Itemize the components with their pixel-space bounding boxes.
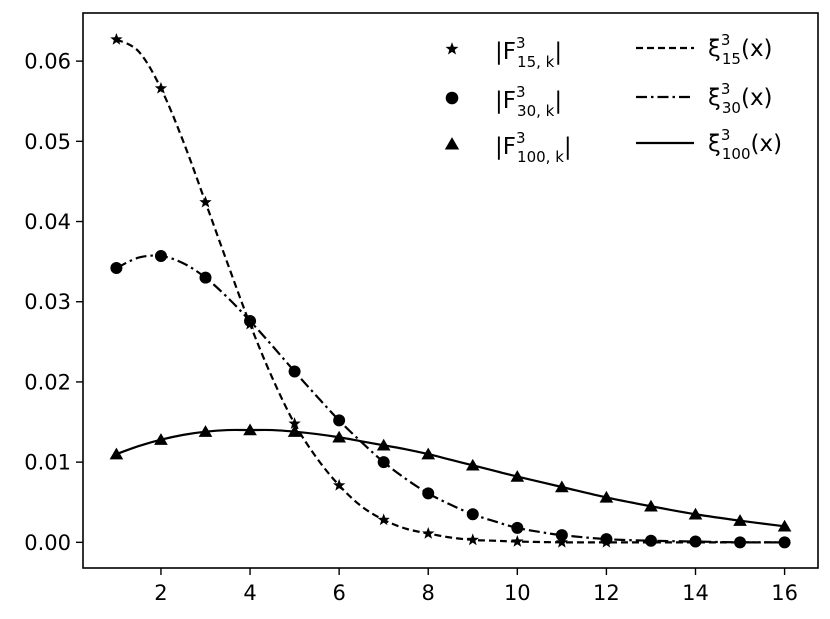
marker-f15k-point-7 <box>377 513 390 526</box>
marker-f15k-point-1 <box>110 32 123 45</box>
y-axis: 0.00 0.01 0.02 0.03 0.04 0.05 0.06 <box>24 50 83 555</box>
marker-f30k-point-7 <box>377 456 390 469</box>
marker-f100k-point-12 <box>599 490 614 503</box>
marker-f30k-point-2 <box>154 250 167 263</box>
marker-f100k-point-9 <box>465 458 480 471</box>
x-tick-label: 6 <box>332 581 345 605</box>
y-tick-label: 0.06 <box>24 50 71 74</box>
marker-f100k-point-11 <box>555 480 569 493</box>
marker-f30k-point-14 <box>689 535 702 548</box>
marker-f100k-point-13 <box>644 499 658 512</box>
x-tick-label: 4 <box>243 581 256 605</box>
x-tick-label: 10 <box>504 581 531 605</box>
marker-f30k-point-1 <box>110 262 123 275</box>
x-tick-label: 2 <box>154 581 167 605</box>
x-tick-label: 12 <box>593 581 620 605</box>
x-axis: 2 4 6 8 10 12 14 16 <box>154 568 798 605</box>
y-tick-label: 0.04 <box>24 210 71 234</box>
marker-f15k-point-9 <box>466 533 479 546</box>
legend-label-xi30: ξ3 30(x) <box>708 80 773 117</box>
legend-label-f15k: |F3 15, k| <box>495 34 562 71</box>
x-tick-label: 14 <box>682 581 709 605</box>
marker-f15k-point-10 <box>511 535 524 547</box>
marker-f100k-point-7 <box>376 438 391 451</box>
marker-f30k-point-4 <box>244 314 257 327</box>
marker-f100k-point-2 <box>154 433 168 445</box>
marker-f15k-point-3 <box>199 195 212 208</box>
marker-f30k-point-16 <box>778 536 791 549</box>
markers-layer <box>109 32 792 549</box>
legend-label-f30k: |F3 30, k| <box>495 83 562 120</box>
legend-label-f100k: |F3 100, k| <box>495 129 572 166</box>
marker-f30k-point-13 <box>644 534 657 547</box>
curve-xi-30 <box>115 254 785 544</box>
legend-marker-triangle <box>444 137 460 150</box>
y-tick-label: 0.03 <box>24 290 71 314</box>
marker-f100k-point-16 <box>777 519 792 532</box>
marker-f30k-point-8 <box>422 487 435 500</box>
marker-f15k-point-11 <box>555 535 569 548</box>
x-tick-label: 16 <box>771 581 798 605</box>
legend-marker-circle <box>445 91 459 105</box>
marker-f100k-point-1 <box>109 447 124 460</box>
marker-f100k-point-4 <box>243 423 257 436</box>
legend-marker-star <box>445 42 459 55</box>
y-tick-label: 0.02 <box>24 370 71 394</box>
y-tick-label: 0.05 <box>24 130 71 154</box>
curve-xi-100 <box>116 428 785 528</box>
marker-f30k-point-11 <box>555 529 568 542</box>
legend-label-xi15: ξ3 15(x) <box>708 31 773 68</box>
marker-f30k-point-12 <box>600 533 613 546</box>
marker-f100k-point-14 <box>688 507 703 520</box>
x-tick-label: 8 <box>422 581 435 605</box>
legend-label-xi100: ξ3 100(x) <box>708 126 782 163</box>
marker-f100k-point-6 <box>332 430 346 443</box>
y-tick-label: 0.00 <box>24 531 71 555</box>
marker-f30k-point-6 <box>333 414 346 427</box>
marker-f30k-point-3 <box>199 271 212 284</box>
marker-f100k-point-10 <box>510 470 525 482</box>
curve-xi-15 <box>115 38 785 544</box>
marker-f30k-point-5 <box>288 365 301 378</box>
legend: |F3 15, k| |F3 30, k| |F3 100, k| ξ3 15(x) ξ3 30(… <box>444 31 782 166</box>
marker-f30k-point-9 <box>466 508 479 521</box>
marker-f30k-point-15 <box>734 536 747 549</box>
marker-f100k-point-3 <box>198 425 213 437</box>
marker-f100k-point-5 <box>287 425 302 437</box>
plot-frame <box>82 12 819 569</box>
marker-f15k-point-2 <box>154 81 168 94</box>
marker-f100k-point-15 <box>733 514 747 526</box>
marker-f100k-point-8 <box>421 447 436 460</box>
marker-f15k-point-6 <box>332 478 346 491</box>
marker-f15k-point-5 <box>288 417 301 429</box>
curves-layer <box>115 38 785 544</box>
y-tick-label: 0.01 <box>24 451 71 475</box>
marker-f30k-point-10 <box>511 521 524 534</box>
marker-f15k-point-8 <box>422 527 435 539</box>
